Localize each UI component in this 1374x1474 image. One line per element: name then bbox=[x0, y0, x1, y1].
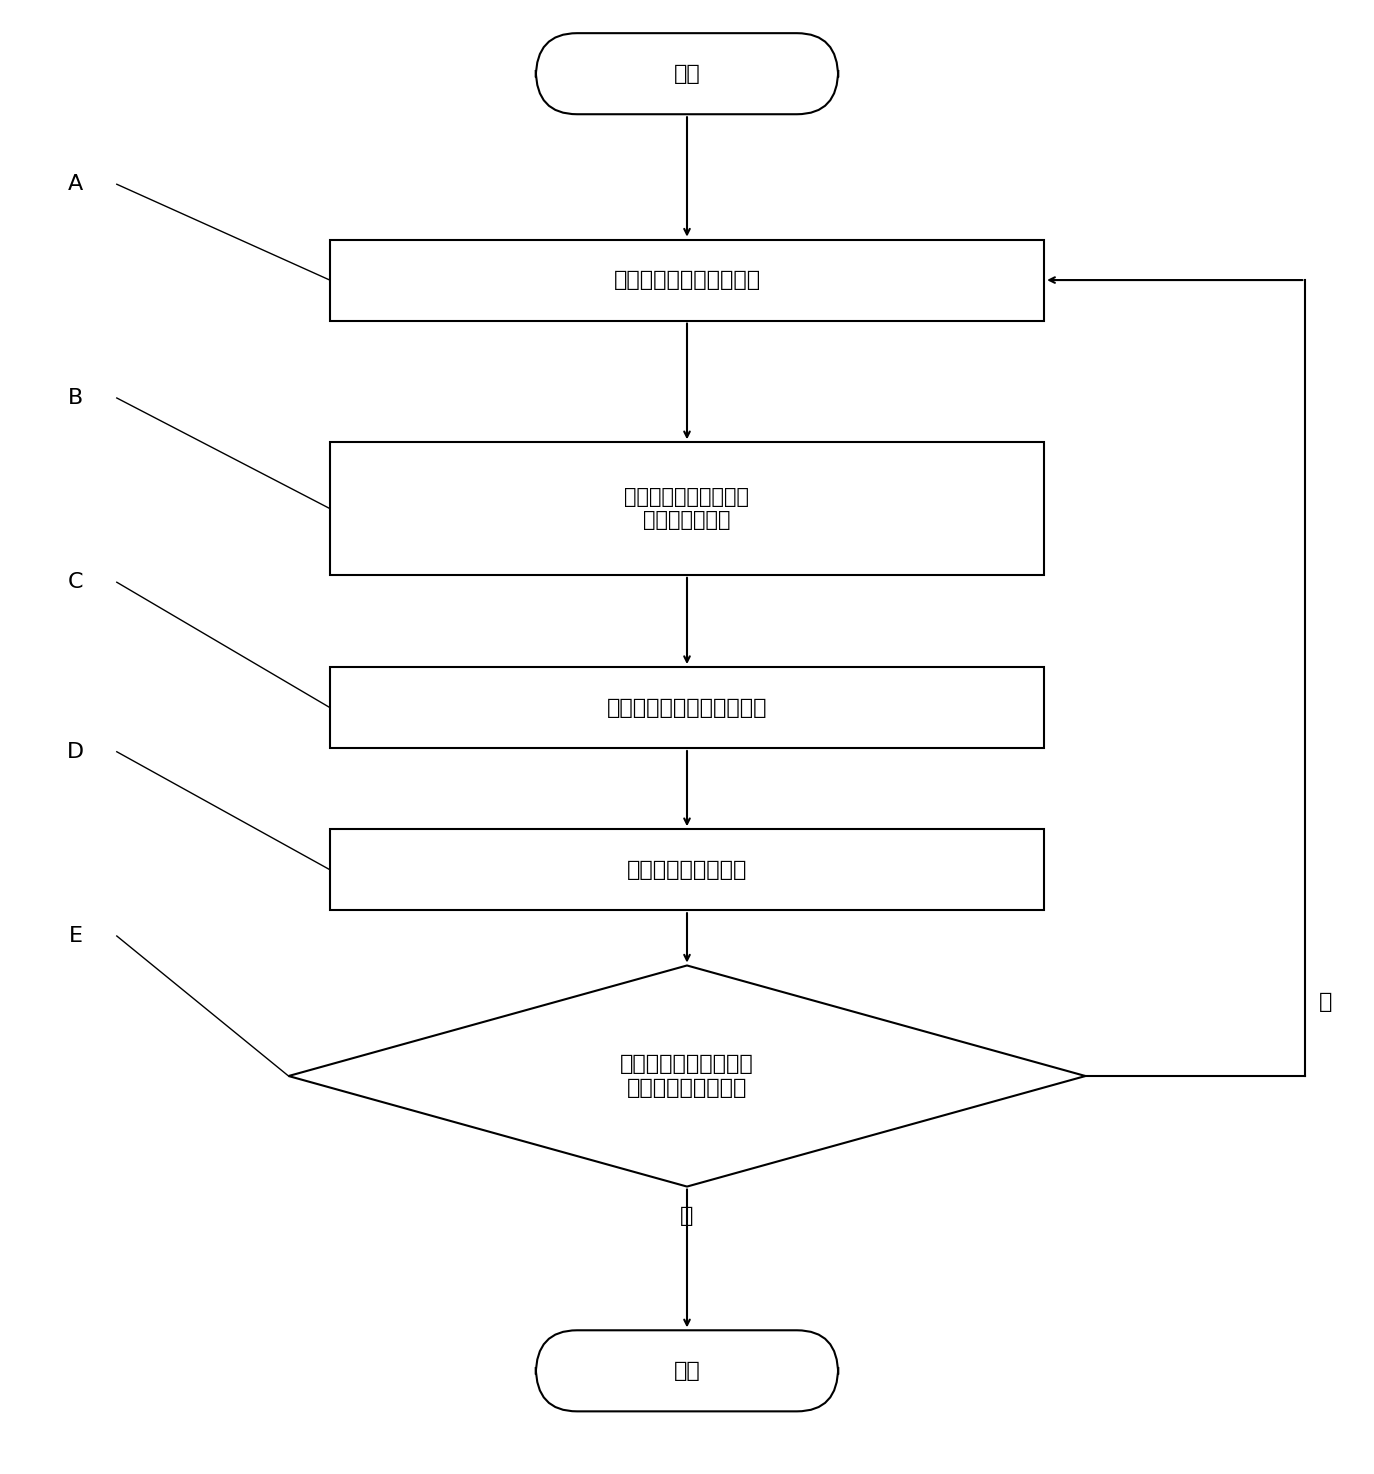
Text: 根节点定位及初始值设定: 根节点定位及初始值设定 bbox=[613, 270, 761, 290]
Text: 上述各子节点中是否存
在次级子树的根节点: 上述各子节点中是否存 在次级子树的根节点 bbox=[620, 1054, 754, 1098]
Text: 计算父节点的各子节点
所占据的扇区角: 计算父节点的各子节点 所占据的扇区角 bbox=[625, 486, 749, 531]
Text: B: B bbox=[67, 388, 84, 408]
FancyBboxPatch shape bbox=[536, 34, 838, 115]
FancyBboxPatch shape bbox=[536, 1330, 838, 1412]
Text: D: D bbox=[67, 741, 84, 762]
Bar bbox=[330, 828, 1044, 911]
Text: 是: 是 bbox=[1319, 992, 1333, 1013]
Text: 开始: 开始 bbox=[673, 63, 701, 84]
Text: 结束: 结束 bbox=[673, 1361, 701, 1381]
Text: A: A bbox=[67, 174, 84, 195]
Text: C: C bbox=[67, 572, 84, 593]
Polygon shape bbox=[289, 965, 1085, 1187]
Bar bbox=[330, 668, 1044, 749]
Text: 计算各子节点的坐标: 计算各子节点的坐标 bbox=[627, 859, 747, 880]
Text: E: E bbox=[69, 926, 82, 946]
Bar bbox=[330, 239, 1044, 320]
Bar bbox=[330, 442, 1044, 575]
Text: 逐个计算各子节点的位置角: 逐个计算各子节点的位置角 bbox=[607, 697, 767, 718]
Text: 否: 否 bbox=[680, 1206, 694, 1226]
